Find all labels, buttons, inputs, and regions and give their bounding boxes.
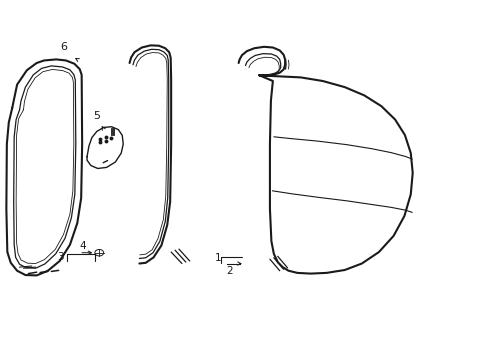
Text: 6: 6: [60, 42, 67, 52]
Text: 1: 1: [214, 253, 221, 264]
Text: 2: 2: [225, 266, 232, 276]
Text: 5: 5: [93, 111, 100, 121]
Text: 4: 4: [79, 240, 86, 251]
Text: 3: 3: [57, 252, 63, 262]
